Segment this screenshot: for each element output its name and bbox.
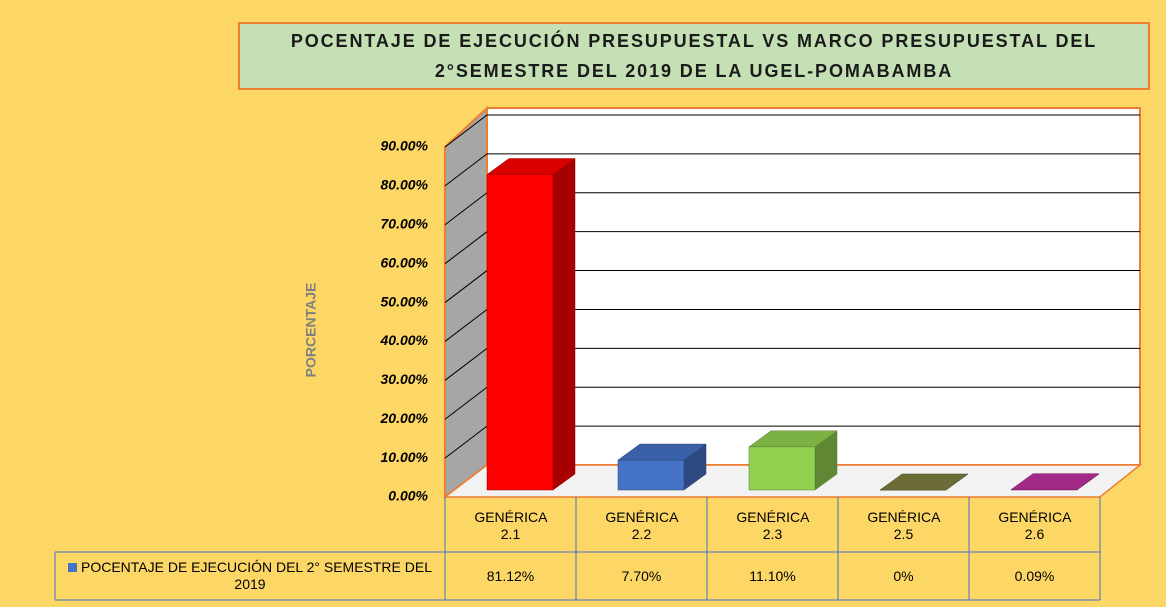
- bar-front: [617, 459, 685, 491]
- data-label: 7.70%: [621, 567, 662, 584]
- y-tick-label: 30.00%: [381, 371, 429, 387]
- x-tick-label: GENÉRICA 2.1: [474, 509, 548, 542]
- data-label: 0%: [893, 567, 914, 584]
- y-tick-label: 0.00%: [388, 488, 428, 504]
- y-tick-label: 10.00%: [381, 449, 429, 465]
- bar-front: [486, 174, 554, 491]
- bar: [486, 158, 576, 491]
- legend-text: POCENTAJE DE EJECUCIÓN DEL 2° SEMESTRE D…: [80, 559, 432, 592]
- bar-top: [879, 473, 969, 491]
- y-tick-label: 70.00%: [381, 215, 429, 231]
- legend-swatch: [67, 563, 77, 572]
- y-axis-label: PORCENTAJE: [303, 283, 319, 378]
- grid-line: [444, 153, 1140, 187]
- bar-side: [552, 158, 576, 491]
- chart-title: POCENTAJE DE EJECUCIÓN PRESUPUESTAL VS M…: [238, 22, 1150, 90]
- bar-front: [748, 446, 816, 491]
- bar: [617, 443, 707, 491]
- bar: [1010, 473, 1100, 491]
- x-tick-label: GENÉRICA 2.5: [867, 509, 941, 542]
- y-tick-label: 80.00%: [381, 177, 429, 193]
- back-wall: [486, 107, 1141, 466]
- bar: [748, 430, 838, 491]
- legend-content: POCENTAJE DE EJECUCIÓN DEL 2° SEMESTRE D…: [57, 559, 443, 593]
- bar-top: [1010, 473, 1100, 490]
- y-tick-label: 90.00%: [381, 138, 429, 154]
- y-tick-label: 60.00%: [381, 254, 429, 270]
- grid-line: [444, 114, 1140, 148]
- bar-top: [486, 158, 576, 175]
- x-tick-label: GENÉRICA 2.2: [605, 509, 679, 542]
- x-tick-label: GENÉRICA 2.3: [736, 509, 810, 542]
- x-tick-label: GENÉRICA 2.6: [998, 509, 1072, 542]
- bar-top: [617, 443, 707, 461]
- data-label: 11.10%: [749, 567, 796, 584]
- bar-top: [748, 430, 838, 448]
- legend-entry: POCENTAJE DE EJECUCIÓN DEL 2° SEMESTRE D…: [57, 553, 443, 599]
- data-label: 0.09%: [1014, 567, 1055, 584]
- y-tick-label: 50.00%: [381, 293, 429, 309]
- bar: [879, 473, 969, 491]
- side-wall: [444, 105, 488, 500]
- y-tick-label: 40.00%: [380, 332, 429, 348]
- y-tick-label: 20.00%: [380, 410, 429, 426]
- data-label: 81.12%: [486, 567, 535, 584]
